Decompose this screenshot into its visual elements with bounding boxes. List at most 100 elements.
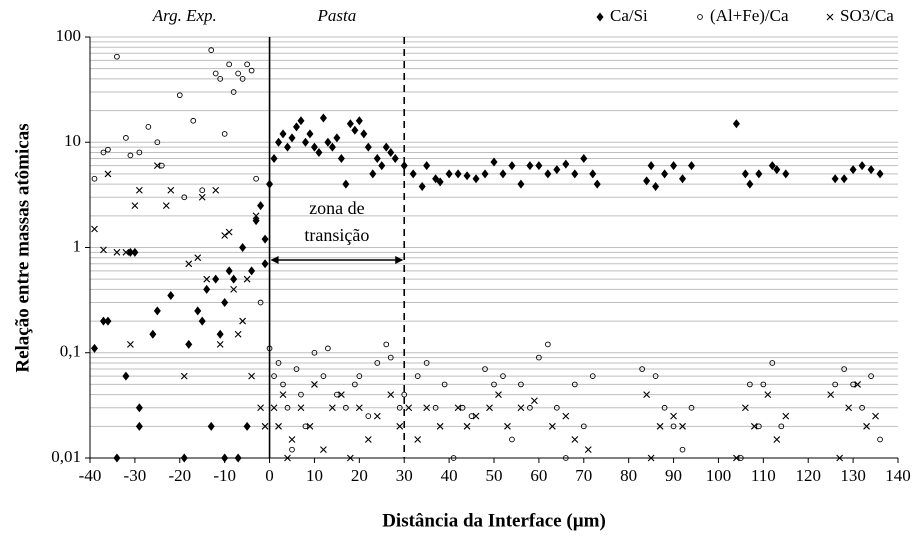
point	[158, 162, 165, 169]
point	[409, 169, 417, 179]
point	[328, 142, 336, 152]
point	[289, 446, 295, 453]
point	[652, 373, 659, 379]
point	[190, 117, 197, 124]
point	[858, 161, 866, 171]
point	[145, 124, 152, 130]
point	[226, 61, 233, 68]
point	[369, 169, 377, 179]
point	[768, 161, 776, 171]
point	[342, 179, 350, 189]
x-tick-label: 110	[751, 466, 776, 485]
point	[244, 61, 250, 68]
point	[454, 169, 462, 179]
point	[747, 381, 753, 388]
x-tick-label: 130	[840, 466, 866, 485]
point	[868, 373, 874, 379]
point	[755, 169, 763, 179]
point	[257, 404, 264, 412]
point	[876, 169, 884, 179]
point	[436, 177, 444, 187]
legend-label: Ca/Si	[610, 6, 648, 25]
point	[212, 186, 220, 194]
point	[445, 169, 453, 179]
point	[750, 422, 758, 430]
point	[436, 422, 444, 430]
point	[854, 381, 861, 388]
point	[580, 423, 587, 430]
point	[180, 372, 188, 380]
point	[266, 179, 274, 189]
point	[131, 202, 139, 210]
point	[656, 422, 664, 430]
point	[337, 391, 345, 399]
point	[153, 162, 161, 169]
point	[526, 161, 534, 171]
point	[217, 76, 224, 82]
point	[670, 161, 678, 171]
point	[221, 453, 229, 463]
point	[414, 373, 421, 379]
point	[688, 161, 696, 171]
y-axis-label: Relação entre massas atômicas	[12, 123, 33, 372]
point	[670, 423, 677, 430]
point	[553, 165, 561, 175]
point	[832, 381, 839, 388]
point	[216, 329, 224, 339]
point	[131, 247, 139, 257]
point	[841, 366, 847, 372]
x-tick-label: 140	[885, 466, 911, 485]
point	[221, 232, 229, 239]
point	[180, 453, 188, 463]
point	[741, 169, 749, 179]
point	[382, 142, 390, 152]
point	[298, 391, 304, 398]
point	[127, 341, 134, 348]
point	[463, 422, 471, 430]
point	[509, 436, 515, 443]
point	[741, 404, 749, 412]
point	[387, 354, 394, 361]
point	[319, 113, 327, 123]
point	[288, 436, 296, 443]
legend-label: (Al+Fe)/Ca	[710, 6, 789, 25]
point	[207, 421, 215, 431]
point	[234, 453, 242, 463]
point	[863, 422, 870, 430]
point	[401, 391, 408, 398]
point	[198, 193, 206, 201]
point	[337, 154, 345, 164]
point	[764, 391, 772, 399]
point	[459, 404, 466, 411]
point	[849, 165, 857, 175]
point	[153, 306, 161, 316]
arrow-head	[395, 256, 404, 264]
point	[135, 403, 143, 413]
point	[396, 422, 404, 430]
point	[468, 413, 475, 419]
point	[877, 436, 883, 443]
point	[414, 436, 422, 443]
point	[661, 404, 668, 411]
point	[373, 412, 381, 420]
point	[562, 412, 570, 420]
point	[181, 194, 188, 201]
point	[364, 436, 372, 443]
point	[162, 202, 170, 210]
point	[230, 89, 237, 95]
point	[472, 412, 480, 420]
point	[679, 422, 686, 430]
x-tick-label: 20	[351, 466, 368, 485]
point	[297, 404, 305, 412]
point	[732, 119, 740, 129]
legend-label: SO3/Ca	[840, 6, 894, 25]
point	[253, 175, 259, 182]
x-tick-label: 10	[306, 466, 323, 485]
point	[225, 266, 233, 276]
point	[104, 316, 112, 326]
point	[266, 345, 273, 352]
x-tick-label: 80	[620, 466, 637, 485]
point	[531, 397, 538, 405]
point	[194, 306, 202, 316]
point	[423, 161, 431, 171]
